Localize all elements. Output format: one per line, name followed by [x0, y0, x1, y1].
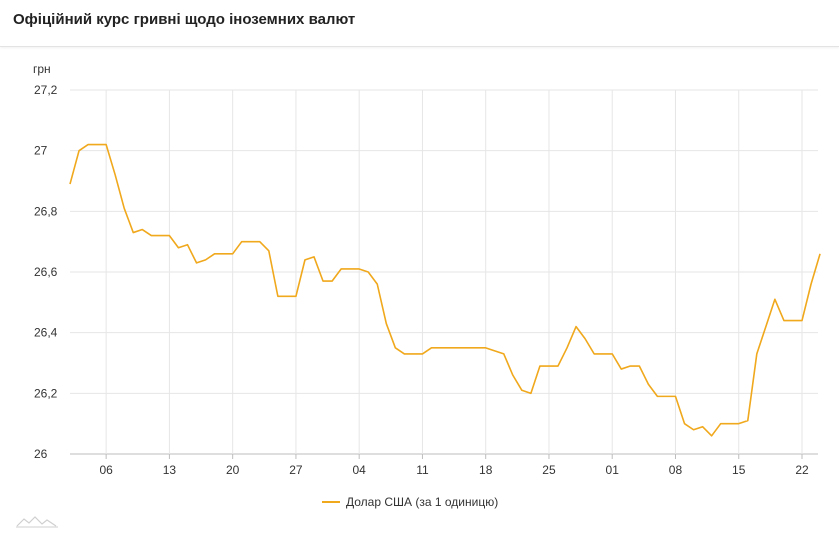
y-axis-unit-label: грн: [33, 62, 51, 76]
line-chart: 27,2 27 26,8 26,6 26,4 26,2 26 06 13 20 27 04 11 18 25…: [33, 62, 821, 477]
series: [69, 143, 821, 437]
x-tick-label: 01: [606, 463, 620, 477]
legend-label: Долар США (за 1 одиницю): [346, 495, 499, 509]
y-tick-label: 26: [34, 447, 48, 461]
x-tick-label: 11: [416, 463, 429, 477]
y-tick-label: 26,6: [34, 265, 58, 279]
y-tick-label: 26,8: [34, 204, 58, 218]
x-tick-label: 27: [289, 463, 303, 477]
grid: [70, 89, 818, 455]
header-bar: Офіційний курс гривні щодо іноземних вал…: [0, 0, 839, 47]
y-tick-label: 27: [34, 144, 48, 158]
page-title: Офіційний курс гривні щодо іноземних вал…: [13, 11, 356, 28]
y-tick-label: 26,2: [34, 386, 58, 400]
series-line-usd[interactable]: [69, 143, 821, 437]
x-tick-label: 25: [542, 463, 556, 477]
axes: 27,2 27 26,8 26,6 26,4 26,2 26 06 13 20 27 04 11 18 25…: [34, 83, 809, 477]
y-tick-label: 26,4: [34, 326, 58, 340]
y-tick-label: 27,2: [34, 83, 58, 97]
x-tick-label: 08: [669, 463, 683, 477]
mountain-line-icon: [16, 516, 58, 528]
x-tick-label: 18: [479, 463, 493, 477]
x-tick-label: 20: [226, 463, 240, 477]
legend[interactable]: Долар США (за 1 одиницю): [322, 494, 498, 510]
x-tick-label: 15: [732, 463, 746, 477]
x-tick-label: 22: [795, 463, 809, 477]
x-tick-label: 13: [163, 463, 177, 477]
x-tick-label: 04: [353, 463, 367, 477]
legend-swatch: [322, 501, 340, 503]
x-tick-label: 06: [99, 463, 113, 477]
